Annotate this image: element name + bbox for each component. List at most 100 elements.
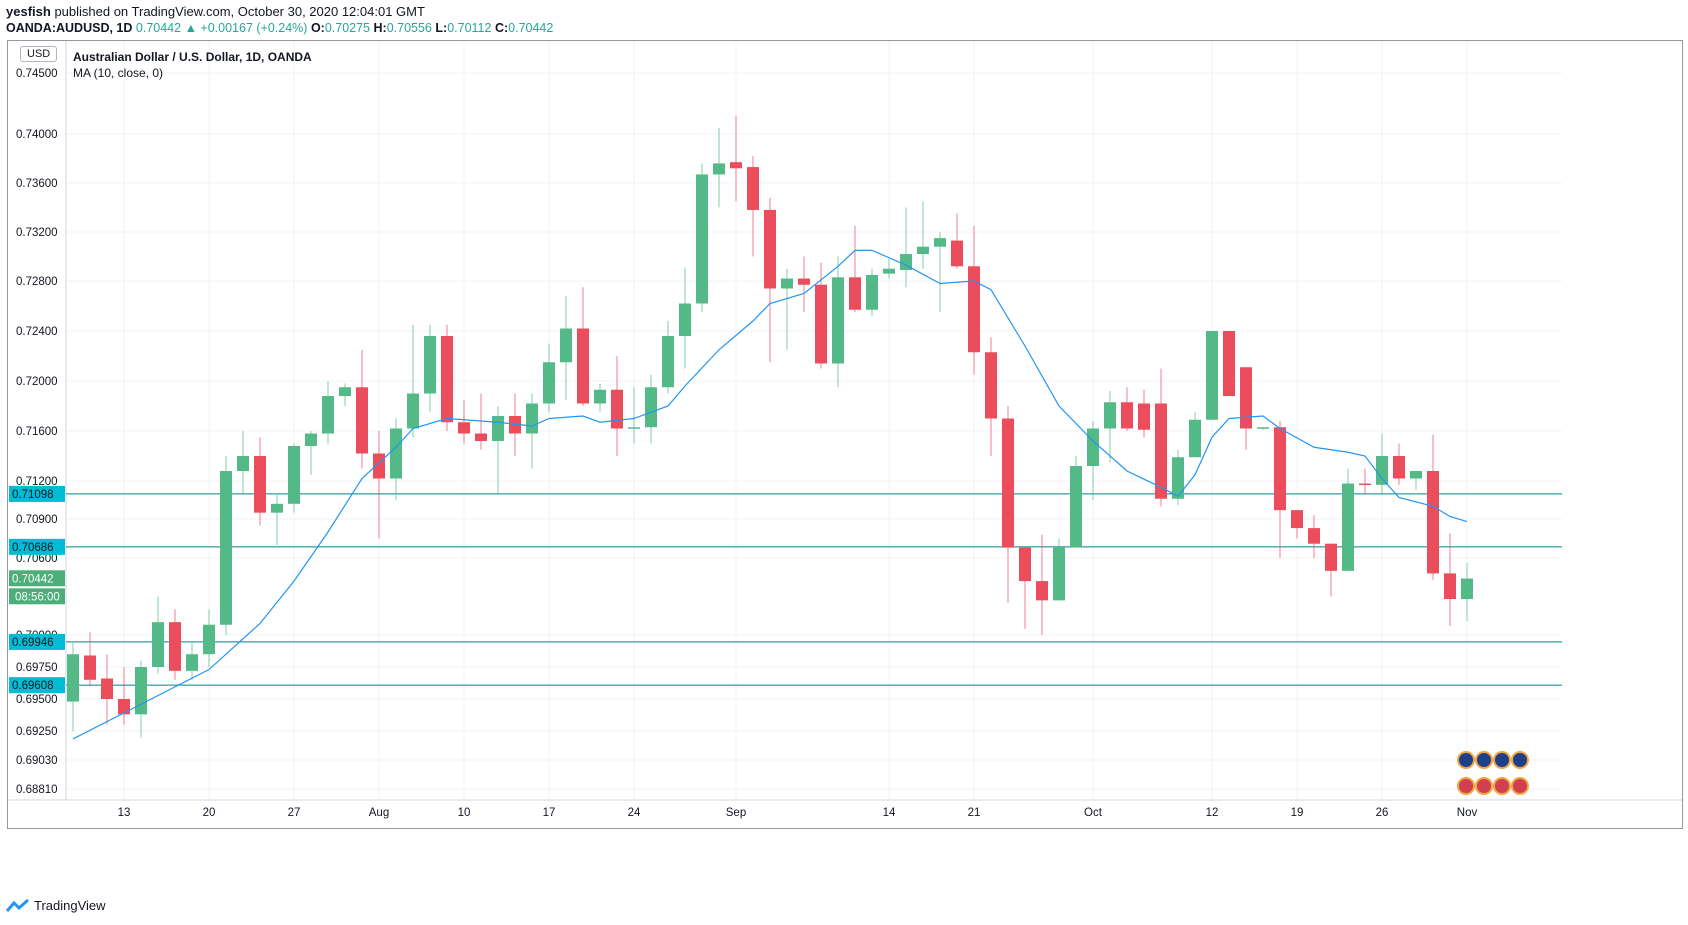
tradingview-logo[interactable]: TradingView: [6, 898, 106, 913]
candle-up: [543, 362, 555, 404]
candle-down: [84, 655, 96, 680]
candle-down: [475, 433, 487, 441]
chart-legend: Australian Dollar / U.S. Dollar, 1D, OAN…: [73, 49, 312, 81]
tradingview-logo-icon: [6, 898, 29, 912]
candle-down: [1308, 528, 1320, 544]
candle-down: [509, 416, 521, 434]
candle-up: [322, 396, 334, 434]
candle-up: [1342, 483, 1354, 571]
candle-down: [798, 278, 810, 285]
ma-line: [72, 249, 1468, 740]
candle-down: [101, 678, 113, 699]
candle-down: [1036, 581, 1048, 601]
y-tick-label: 0.72400: [16, 326, 58, 338]
candle-down: [764, 209, 776, 289]
y-tick-label: 0.74500: [16, 68, 58, 80]
y-tick-label: 0.72000: [16, 376, 58, 388]
price-label-71098-bg: [9, 485, 65, 502]
l-label: L:: [435, 21, 448, 35]
x-tick-label: 21: [968, 807, 981, 819]
candle-up: [934, 238, 946, 247]
candle-down: [1393, 456, 1405, 479]
x-tick-label: 10: [458, 807, 471, 819]
h-value: 0.70556: [386, 21, 432, 35]
candle-up: [424, 336, 436, 394]
candle-up: [152, 622, 164, 667]
x-tick-label: 24: [628, 807, 641, 819]
candle-down: [747, 167, 759, 210]
y-tick-label: 0.74000: [16, 129, 58, 141]
candle-down: [441, 336, 453, 423]
event-flag-icon: [1493, 777, 1511, 795]
price-label-69946-bg: [9, 633, 65, 650]
candle-down: [968, 266, 980, 353]
x-tick-label: 13: [118, 807, 131, 819]
y-tick-label: 0.71600: [16, 426, 58, 438]
change-value: +0.00167 (+0.24%): [200, 21, 308, 35]
candle-up: [135, 667, 147, 715]
symbol: OANDA:AUDUSD, 1D: [6, 21, 133, 35]
legend-indicator[interactable]: MA (10, close, 0): [73, 66, 164, 80]
y-tick-label: 0.70900: [16, 514, 58, 526]
ohlc-header: OANDA:AUDUSD, 1D 0.70442 ▲ +0.00167 (+0.…: [6, 21, 553, 35]
candle-down: [1359, 483, 1371, 486]
candle-up: [339, 387, 351, 396]
candle-down: [1002, 418, 1014, 548]
candle-up: [594, 389, 606, 404]
candle-down: [1427, 471, 1439, 574]
y-tick-label: 0.72800: [16, 276, 58, 288]
o-value: 0.70275: [324, 21, 371, 35]
event-flag-icon: [1511, 777, 1529, 795]
candle-down: [730, 162, 742, 169]
price-label-71098: 0.71098: [12, 489, 54, 501]
x-tick-label: 26: [1376, 807, 1389, 819]
x-tick-label: Aug: [369, 807, 389, 819]
candle-up: [390, 428, 402, 479]
candle-up: [492, 416, 504, 441]
candle-up: [900, 254, 912, 270]
x-tick-label: Nov: [1457, 807, 1478, 819]
candle-up: [781, 278, 793, 289]
candle-up: [560, 328, 572, 363]
countdown-bg: [9, 588, 65, 605]
candle-up: [288, 446, 300, 504]
candle-up: [1070, 466, 1082, 548]
publish-info: yesfish published on TradingView.com, Oc…: [6, 4, 425, 19]
candle-down: [356, 387, 368, 454]
event-flag-icon: [1475, 751, 1493, 769]
currency-badge[interactable]: USD: [20, 46, 58, 62]
candle-down: [1444, 573, 1456, 600]
x-tick-label: Sep: [726, 807, 746, 819]
event-flag-icon: [1457, 777, 1475, 795]
candle-up: [237, 456, 249, 471]
candle-up: [1104, 402, 1116, 429]
candle-down: [458, 422, 470, 434]
c-label: C:: [494, 21, 509, 35]
candle-up: [67, 654, 79, 702]
candle-down: [849, 277, 861, 310]
publisher: yesfish: [6, 4, 51, 19]
event-flag-icon: [1457, 751, 1475, 769]
candle-down: [1019, 547, 1031, 582]
tradingview-brand: TradingView: [34, 898, 106, 913]
candle-up: [526, 403, 538, 434]
candle-down: [1223, 331, 1235, 396]
y-tick-label: 0.73200: [16, 227, 58, 239]
y-tick-label: 0.73600: [16, 178, 58, 190]
event-flag-icon: [1493, 751, 1511, 769]
x-tick-label: 19: [1291, 807, 1304, 819]
candle-up: [203, 624, 215, 655]
o-label: O:: [310, 21, 325, 35]
x-tick-label: 17: [543, 807, 556, 819]
candle-up: [220, 471, 232, 625]
y-tick-label: 0.71200: [16, 476, 58, 488]
candle-down: [1155, 403, 1167, 499]
y-tick-label: 0.68810: [16, 784, 58, 796]
countdown-label: 08:56:00: [15, 591, 60, 603]
x-tick-label: Oct: [1084, 807, 1103, 819]
candle-up: [917, 246, 929, 255]
chart-frame: [7, 40, 1683, 829]
price-label-70686-bg: [9, 538, 65, 555]
candle-up: [1257, 427, 1269, 429]
